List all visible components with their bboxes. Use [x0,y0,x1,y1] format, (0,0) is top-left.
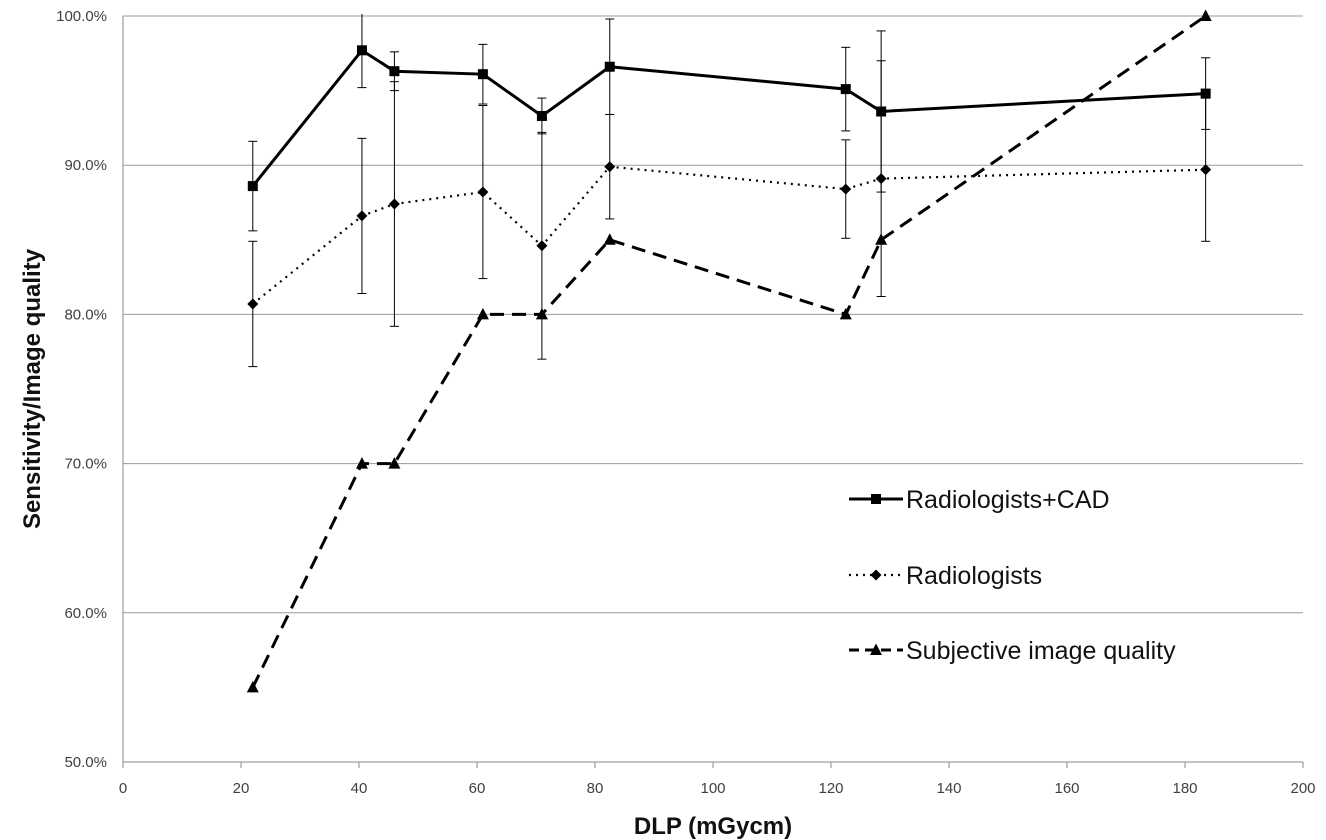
data-point [246,680,259,693]
data-point [875,233,888,245]
series-line [252,165,1206,305]
data-point [356,210,368,222]
data-point [604,161,616,173]
y-tick-label: 70.0% [64,456,107,473]
x-tick-label: 200 [1290,780,1315,797]
data-point [476,307,489,320]
data-point [356,45,367,56]
data-point [840,84,851,95]
data-point [604,61,615,72]
axes: 50.0% 60.0% 70.0% 80.0% 90.0% 100.0% 0 20 40 60 80… [56,8,1315,797]
y-tick-label: 50.0% [64,754,107,771]
data-point [247,181,258,192]
legend-item: Subjective image quality [849,637,1176,665]
legend-marker [870,569,882,581]
x-tick-label: 0 [119,780,127,797]
series-radiologists [247,60,1212,368]
data-point [355,457,368,469]
y-axis-title: Sensitivity/Image quality [19,248,46,529]
data-point [536,240,548,252]
data-point [477,186,489,198]
x-tick-label: 120 [818,780,843,797]
data-point [1200,88,1211,99]
x-tick-label: 40 [351,780,368,797]
legend-item: Radiologists [849,562,1042,590]
data-point [603,233,616,245]
x-tick-label: 100 [700,780,725,797]
data-point [388,457,401,469]
data-point [1199,9,1212,21]
gridlines [123,15,1303,614]
x-tick-label: 20 [233,780,250,797]
y-tick-label: 100.0% [56,8,107,25]
x-tick-label: 140 [936,780,961,797]
x-axis-title: DLP (mGycm) [634,813,792,840]
series-line [251,14,1207,689]
legend-marker [870,643,882,655]
data-point [389,66,400,77]
legend-label: Radiologists [906,562,1042,590]
series-subjective-image-quality [246,9,1212,693]
data-point [535,307,548,320]
x-tick-label: 60 [469,780,486,797]
y-tick-label: 80.0% [64,306,107,323]
x-tick-label: 160 [1054,780,1079,797]
y-tick-label: 90.0% [64,157,107,174]
data-point [477,69,488,80]
series-radiologists-cad [247,14,1211,232]
x-tick-label: 180 [1172,780,1197,797]
legend: Radiologists+CAD Radiologists Subjective i… [849,486,1176,665]
series [246,9,1212,693]
y-tick-label: 60.0% [64,605,107,622]
data-point [247,298,259,310]
data-point [1200,164,1212,176]
x-tick-label: 80 [587,780,604,797]
data-point [839,307,852,320]
data-point [840,183,852,195]
legend-item: Radiologists+CAD [849,486,1110,514]
legend-label: Radiologists+CAD [906,486,1110,514]
data-point [536,110,547,121]
legend-label: Subjective image quality [906,637,1176,665]
data-point [388,198,400,210]
data-point [875,173,887,185]
legend-marker [871,494,881,504]
